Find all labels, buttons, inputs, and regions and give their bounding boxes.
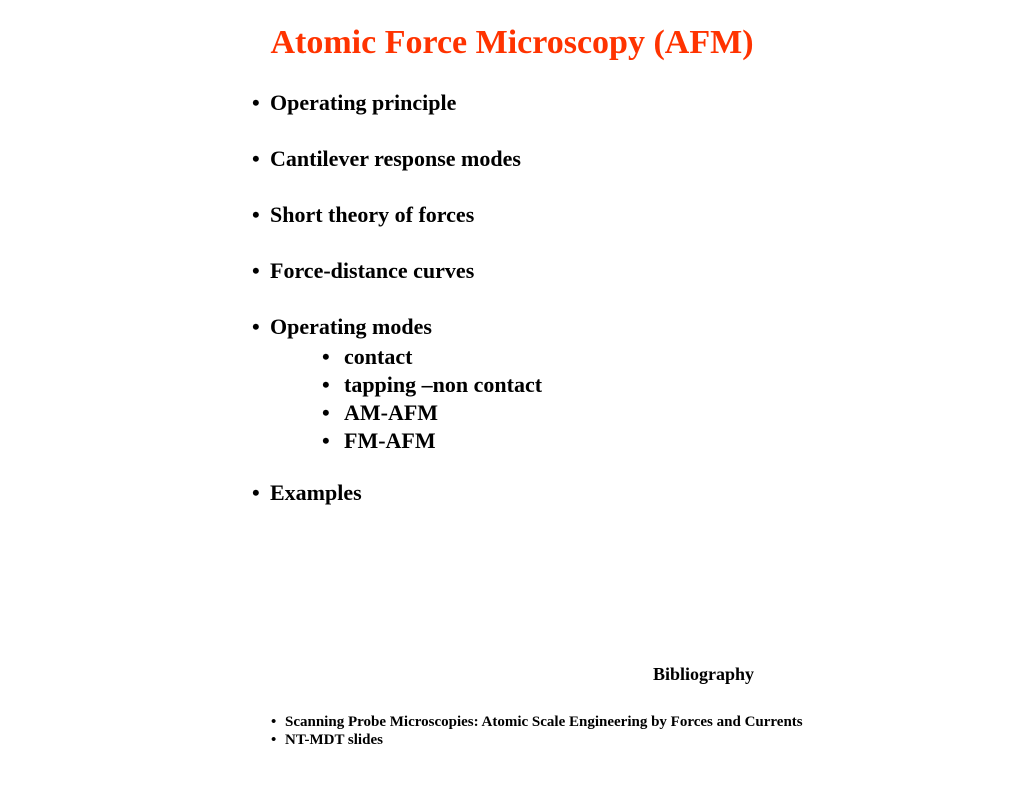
list-item-text: Examples	[270, 480, 362, 505]
bibliography-heading: Bibliography	[653, 664, 754, 685]
list-item-text: Force-distance curves	[270, 258, 474, 283]
sub-list-item-text: FM-AFM	[344, 428, 436, 453]
list-item-text: Operating modes	[270, 314, 432, 339]
bibliography-item: NT-MDT slides	[285, 732, 803, 749]
sub-list: contact tapping –non contact AM-AFM FM-A…	[322, 344, 1024, 454]
sub-list-item: contact	[322, 344, 1024, 370]
list-item: Examples	[270, 480, 1024, 506]
bibliography-item-text: Scanning Probe Microscopies: Atomic Scal…	[285, 714, 803, 730]
list-item-text: Short theory of forces	[270, 202, 474, 227]
sub-list-item-text: contact	[344, 344, 412, 369]
sub-list-item: tapping –non contact	[322, 372, 1024, 398]
bibliography-list: Scanning Probe Microscopies: Atomic Scal…	[285, 714, 803, 750]
sub-list-item: AM-AFM	[322, 400, 1024, 426]
list-item-text: Operating principle	[270, 90, 456, 115]
sub-list-item: FM-AFM	[322, 428, 1024, 454]
bibliography-item: Scanning Probe Microscopies: Atomic Scal…	[285, 714, 803, 731]
slide-title: Atomic Force Microscopy (AFM)	[0, 24, 1024, 62]
list-item: Cantilever response modes	[270, 146, 1024, 172]
list-item-text: Cantilever response modes	[270, 146, 521, 171]
list-item: Operating modes contact tapping –non con…	[270, 314, 1024, 454]
bibliography-item-text: NT-MDT slides	[285, 732, 383, 748]
outline-list: Operating principle Cantilever response …	[270, 90, 1024, 506]
sub-list-item-text: tapping –non contact	[344, 372, 542, 397]
list-item: Short theory of forces	[270, 202, 1024, 228]
list-item: Force-distance curves	[270, 258, 1024, 284]
list-item: Operating principle	[270, 90, 1024, 116]
sub-list-item-text: AM-AFM	[344, 400, 438, 425]
